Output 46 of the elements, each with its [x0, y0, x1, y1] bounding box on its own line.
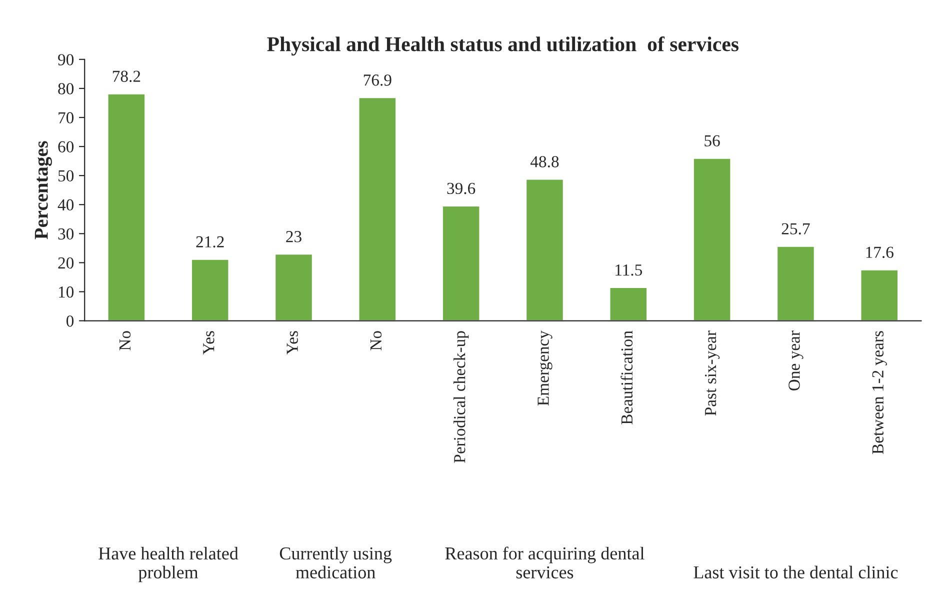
data-label: 17.6 [866, 246, 894, 258]
bar [274, 253, 314, 321]
data-label: 78.2 [112, 70, 140, 82]
data-label: 76.9 [364, 74, 392, 86]
x-tick-label: Past six-year [704, 330, 720, 416]
bar [525, 178, 564, 321]
y-tick-label: 80 [58, 83, 74, 94]
bar [608, 286, 648, 321]
data-label: 23 [286, 231, 302, 242]
y-tick-label: 60 [58, 141, 74, 152]
x-tick-label: Yes [286, 331, 298, 355]
data-label: 39.6 [447, 182, 476, 194]
text: Last visit to the dental clinic [694, 566, 898, 578]
text: Currently using medication [280, 546, 392, 578]
x-tick-label: One year [788, 330, 804, 390]
y-tick-label: 90 [58, 54, 74, 66]
data-label: 56 [704, 135, 720, 146]
bar [776, 245, 816, 321]
x-tick-label: Yes [203, 331, 214, 355]
data-label: 11.5 [616, 264, 642, 276]
x-tick-label: Emergency [538, 330, 552, 406]
text: Reason for acquiring dental services [445, 546, 644, 578]
y-tick-label: 20 [58, 257, 74, 269]
bar [860, 268, 899, 321]
data-label: 21.2 [196, 236, 224, 248]
x-tick-label: No [120, 331, 131, 350]
bar [692, 157, 732, 321]
x-tick-label: Between 1-2 years [872, 331, 887, 454]
x-tick-label: No [370, 331, 382, 350]
x-tick-label: Periodical check-up [454, 331, 469, 463]
bar [442, 205, 481, 321]
y-tick-label: 30 [58, 228, 74, 240]
x-tick-label: Beautification [620, 330, 633, 424]
y-tick-label: 50 [58, 170, 74, 182]
y-tick-label: 40 [58, 199, 74, 211]
y-tick-label: 0 [66, 315, 74, 327]
data-label: 25.7 [782, 223, 810, 234]
text: Have health related problem [98, 546, 238, 582]
data-label: 48.8 [530, 156, 559, 168]
y-tick-label: 10 [58, 286, 74, 298]
bar [190, 258, 230, 321]
y-axis-title: Percentages [34, 141, 52, 240]
y-tick-label: 70 [58, 112, 74, 124]
bar [106, 92, 146, 321]
chart-title: Physical and Health status and utilization of services [267, 36, 739, 56]
bar [358, 96, 397, 321]
